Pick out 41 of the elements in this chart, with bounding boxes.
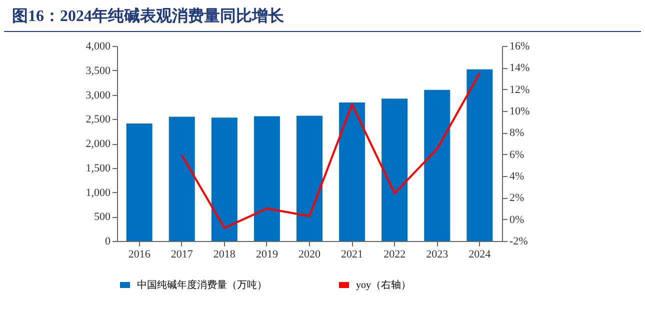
y2-tick-label: 0% (510, 214, 524, 226)
y-tick-label: 0 (105, 236, 111, 248)
x-tick-label: 2019 (256, 248, 278, 260)
line-series (180, 72, 481, 229)
y2-tick-label: 2% (510, 192, 524, 204)
y2-tick-label: 14% (510, 62, 530, 74)
x-tick-label: 2016 (128, 248, 151, 260)
y2-tick-label: 12% (510, 84, 530, 96)
bar (211, 118, 238, 241)
x-tick-label: 2017 (170, 248, 194, 260)
chart-title: 图16：2024年纯碱表观消费量同比增长 (4, 0, 641, 32)
bar (466, 69, 493, 241)
x-tick-label: 2022 (384, 248, 406, 260)
x-tick-label: 2024 (468, 248, 492, 260)
y2-tick-label: 16% (510, 40, 530, 52)
y-tick-label: 2,000 (86, 138, 111, 150)
y2-tick-label: 8% (510, 127, 524, 140)
y-tick-label: 4,000 (86, 40, 111, 52)
y2-tick-label: -2% (510, 236, 528, 248)
legend-label: 中国纯碱年度消费量（万吨） (137, 279, 267, 291)
bar (126, 124, 152, 241)
y2-tick-label: 4% (510, 170, 524, 182)
bar (424, 90, 450, 241)
x-tick-label: 2023 (426, 248, 449, 260)
y-tick-label: 3,000 (86, 89, 111, 102)
x-tick-label: 2018 (213, 248, 236, 260)
bar (168, 116, 195, 241)
x-tick-label: 2020 (298, 248, 321, 260)
y-tick-label: 2,500 (86, 114, 111, 126)
legend-label: yoy（右轴） (356, 279, 411, 291)
bar (296, 116, 322, 241)
y-tick-label: 1,000 (86, 186, 111, 199)
bar (382, 98, 408, 241)
y-tick-label: 3,500 (86, 64, 111, 77)
y2-tick-label: 6% (510, 148, 524, 161)
y-tick-label: 1,500 (86, 162, 111, 174)
x-tick-label: 2021 (341, 248, 364, 260)
y-tick-label: 500 (94, 211, 111, 224)
bar (254, 116, 280, 241)
y2-tick-label: 10% (510, 106, 530, 118)
bar (339, 102, 366, 241)
